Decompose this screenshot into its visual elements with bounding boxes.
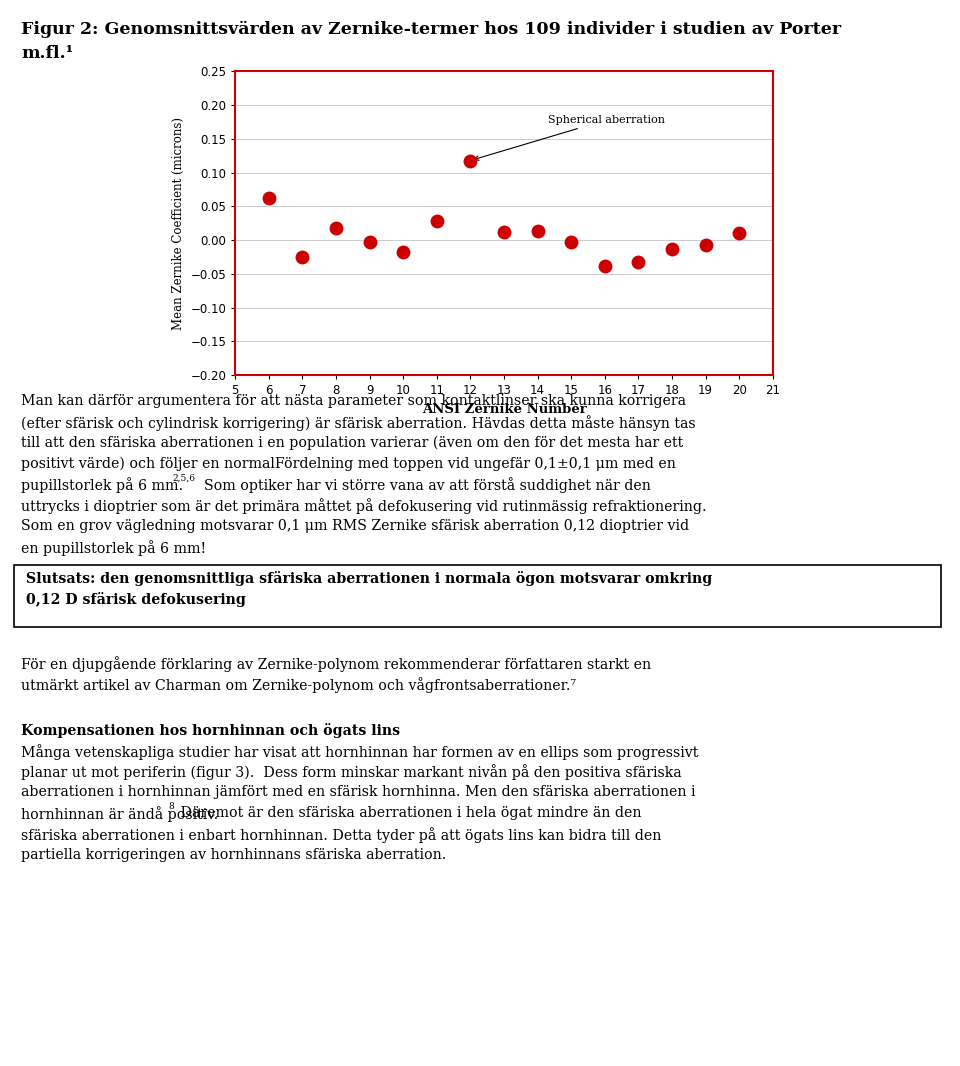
Point [597,257,612,274]
Point [463,152,478,169]
Text: Som en grov vägledning motsvarar 0,1 μm RMS Zernike sfärisk aberration 0,12 diop: Som en grov vägledning motsvarar 0,1 μm … [21,519,689,533]
Text: en pupillstorlek på 6 mm!: en pupillstorlek på 6 mm! [21,539,206,555]
Text: (efter sfärisk och cylindrisk korrigering) är sfärisk aberration. Hävdas detta m: (efter sfärisk och cylindrisk korrigerin… [21,415,696,431]
Text: planar ut mot periferin (figur 3).  Dess form minskar markant nivån på den posit: planar ut mot periferin (figur 3). Dess … [21,764,682,780]
Text: 2,5,6: 2,5,6 [173,473,196,482]
Text: positivt värde) och följer en normalFördelning med toppen vid ungefär 0,1±0,1 μm: positivt värde) och följer en normalFörd… [21,456,676,471]
Text: till att den sfäriska aberrationen i en population varierar (även om den för det: till att den sfäriska aberrationen i en … [21,436,684,450]
Text: Man kan därför argumentera för att nästa parameter som kontaktlinser ska kunna k: Man kan därför argumentera för att nästa… [21,394,686,408]
X-axis label: ANSI Zernike Number: ANSI Zernike Number [421,403,587,416]
Point [295,248,310,265]
Point [261,189,276,206]
Text: Slutsats: den genomsnittliga sfäriska aberrationen i normala ögon motsvarar omkr: Slutsats: den genomsnittliga sfäriska ab… [26,571,712,586]
Text: m.fl.¹: m.fl.¹ [21,45,73,62]
Point [496,224,512,241]
Point [631,254,646,271]
Text: Kompensationen hos hornhinnan och ögats lins: Kompensationen hos hornhinnan och ögats … [21,723,400,738]
Point [328,220,344,237]
Text: 0,12 D sfärisk defokusering: 0,12 D sfärisk defokusering [26,592,246,607]
Text: 8: 8 [168,802,174,811]
Text: Spherical aberration: Spherical aberration [474,115,664,160]
Point [564,233,579,251]
Text: hornhinnan är ändå positiv.: hornhinnan är ändå positiv. [21,806,218,822]
Text: uttrycks i dioptrier som är det primära måttet på defokusering vid rutinmässig r: uttrycks i dioptrier som är det primära … [21,498,707,514]
Y-axis label: Mean Zernike Coefficient (microns): Mean Zernike Coefficient (microns) [172,117,184,329]
Text: sfäriska aberrationen i enbart hornhinnan. Detta tyder på att ögats lins kan bid: sfäriska aberrationen i enbart hornhinna… [21,827,661,842]
Point [530,223,545,240]
Text: pupillstorlek på 6 mm.: pupillstorlek på 6 mm. [21,478,183,494]
Text: partiella korrigeringen av hornhinnans sfäriska aberration.: partiella korrigeringen av hornhinnans s… [21,847,446,861]
Point [732,225,747,242]
Text: Figur 2: Genomsnittsvärden av Zernike-termer hos 109 individer i studien av Port: Figur 2: Genomsnittsvärden av Zernike-te… [21,21,841,38]
Point [362,233,377,251]
Point [429,213,444,230]
Text: Som optiker har vi större vana av att förstå suddighet när den: Som optiker har vi större vana av att fö… [204,478,651,494]
Text: Många vetenskapliga studier har visat att hornhinnan har formen av en ellips som: Många vetenskapliga studier har visat at… [21,744,699,759]
Text: För en djupgående förklaring av Zernike-polynom rekommenderar författaren starkt: För en djupgående förklaring av Zernike-… [21,657,651,673]
Text: aberrationen i hornhinnan jämfört med en sfärisk hornhinna. Men den sfäriska abe: aberrationen i hornhinnan jämfört med en… [21,786,696,800]
Point [698,237,713,254]
Point [664,241,680,258]
Text: Däremot är den sfäriska aberrationen i hela ögat mindre än den: Däremot är den sfäriska aberrationen i h… [176,806,641,820]
Text: utmärkt artikel av Charman om Zernike-polynom och vågfrontsaberrationer.⁷: utmärkt artikel av Charman om Zernike-po… [21,677,576,693]
Point [396,244,411,261]
